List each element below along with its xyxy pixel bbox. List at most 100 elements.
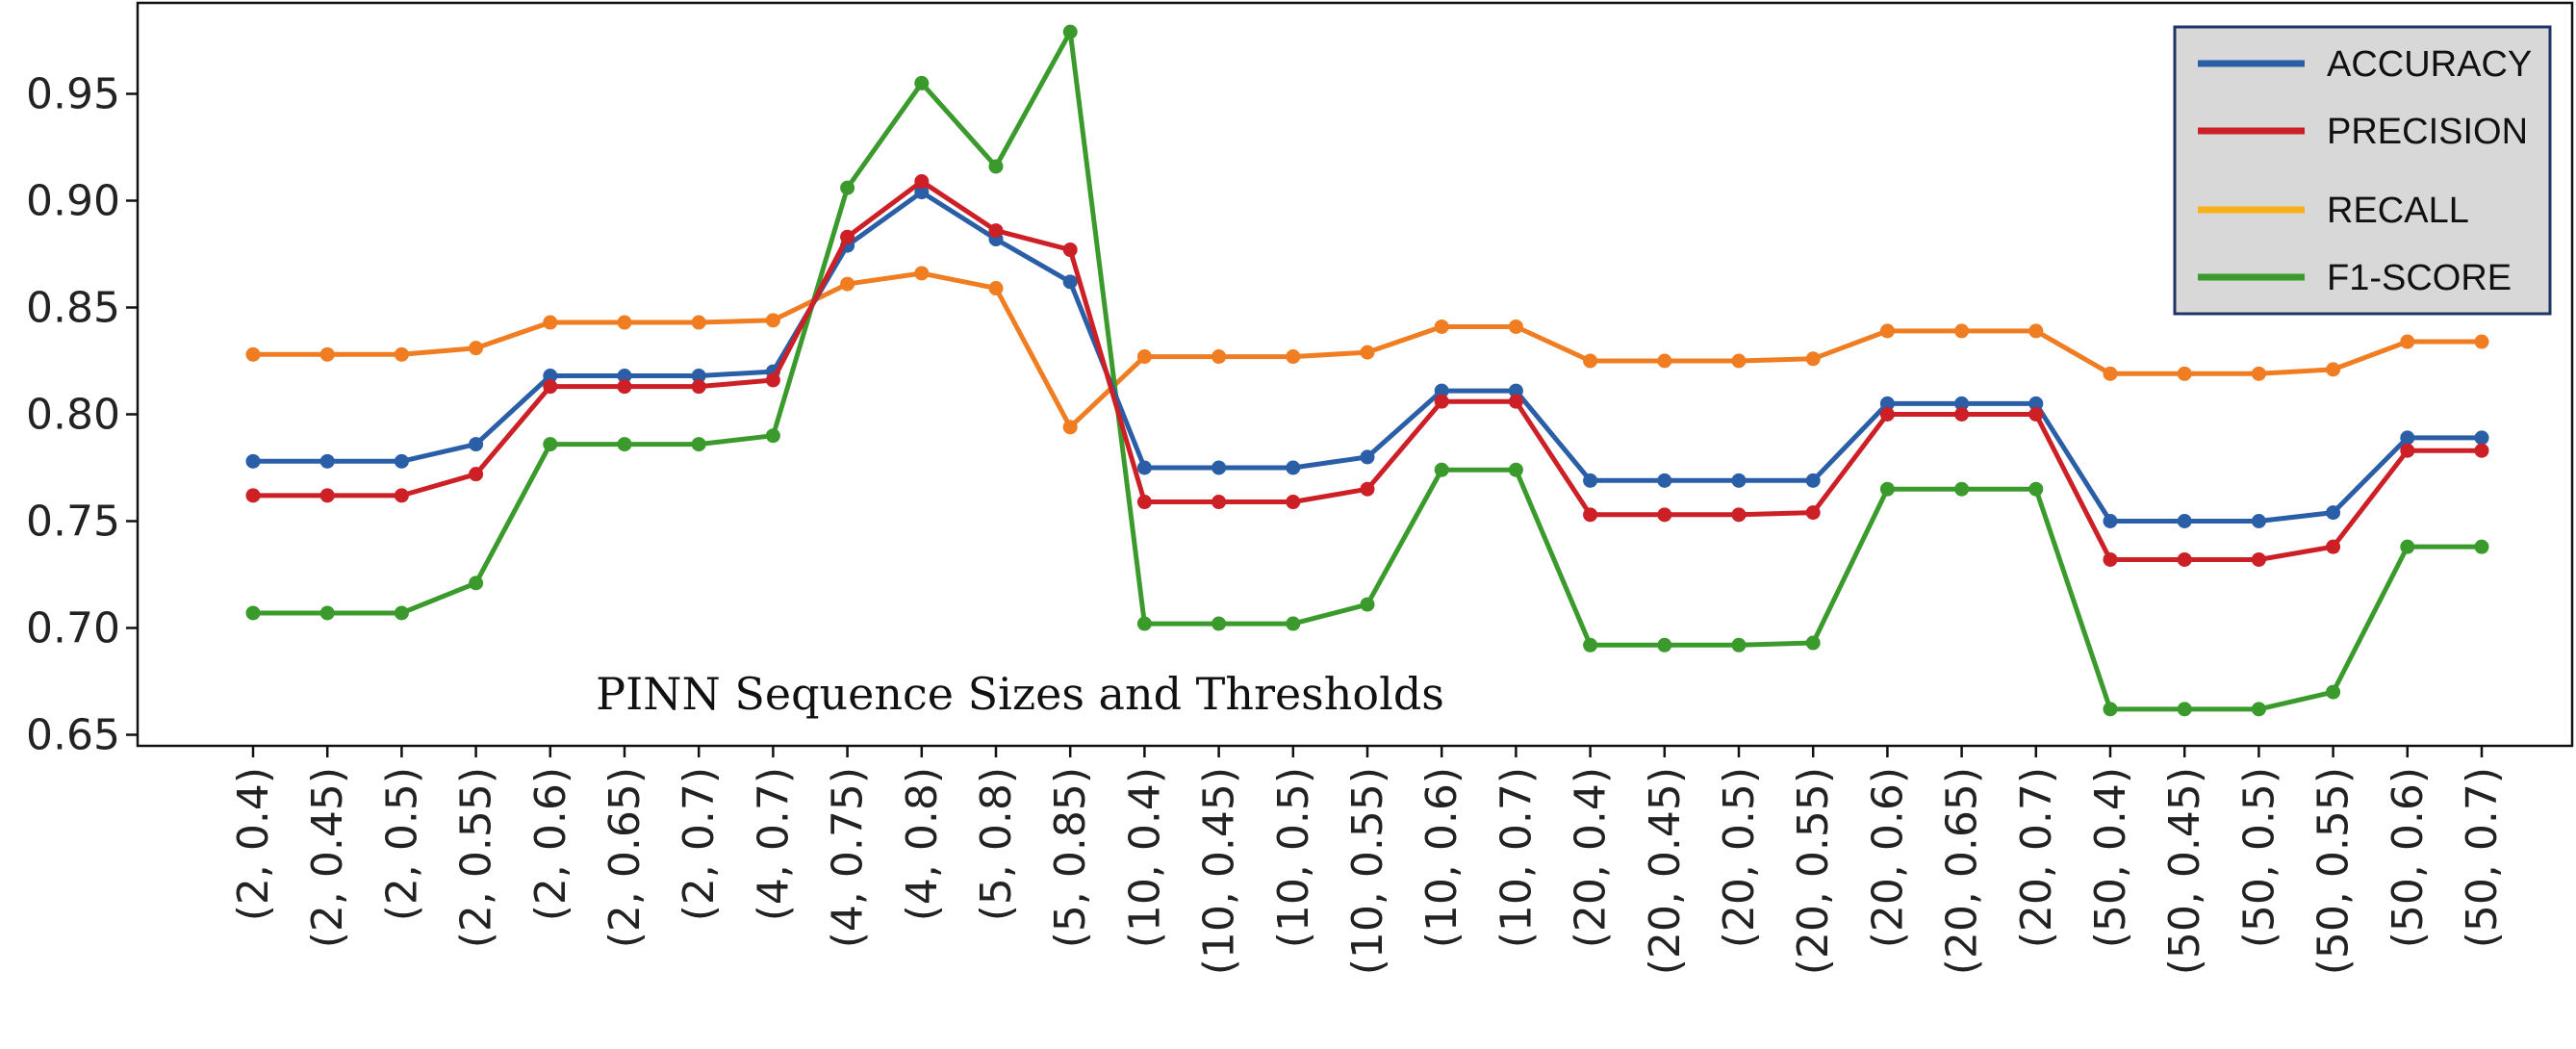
data-point: [2251, 514, 2266, 528]
data-point: [1211, 349, 1227, 365]
data-point: [1805, 505, 1821, 521]
data-point: [617, 437, 632, 452]
data-point: [1583, 507, 1598, 523]
data-point: [2326, 539, 2341, 554]
data-point: [543, 369, 558, 384]
data-point: [1657, 353, 1672, 369]
data-point: [2400, 443, 2415, 458]
data-point: [2028, 323, 2044, 339]
data-point: [1731, 637, 1747, 652]
data-point: [914, 174, 930, 190]
data-point: [1136, 495, 1152, 510]
data-point: [2177, 551, 2192, 567]
x-tick-label: (50, 0.6): [2384, 767, 2433, 948]
data-point: [2474, 334, 2489, 349]
data-point: [1954, 407, 1970, 422]
data-point: [1657, 507, 1672, 523]
data-point: [840, 276, 855, 292]
data-point: [2103, 514, 2118, 528]
data-point: [245, 346, 261, 362]
data-point: [1508, 394, 1523, 409]
data-point: [1508, 383, 1523, 398]
x-tick-label: (20, 0.6): [1863, 767, 1912, 948]
data-point: [691, 369, 706, 384]
data-point: [1434, 462, 1449, 477]
data-point: [2177, 702, 2192, 717]
data-point: [1954, 481, 1970, 497]
data-point: [1136, 349, 1152, 365]
data-point: [1879, 323, 1895, 339]
data-point: [1360, 449, 1375, 465]
series-layer: [245, 24, 2489, 717]
data-point: [543, 315, 558, 330]
data-point: [2400, 334, 2415, 349]
data-point: [914, 185, 930, 200]
data-point: [1286, 460, 1301, 475]
x-tick-label: (20, 0.7): [2012, 767, 2061, 948]
data-point: [469, 341, 484, 356]
data-point: [1879, 396, 1895, 411]
data-point: [2028, 407, 2044, 422]
x-tick-label: (20, 0.4): [1567, 767, 1616, 948]
data-point: [469, 467, 484, 482]
data-point: [617, 379, 632, 395]
y-tick-label: 0.75: [26, 498, 120, 547]
data-point: [1360, 345, 1375, 360]
data-point: [394, 453, 409, 469]
x-tick-label: (2, 0.5): [377, 767, 426, 921]
data-point: [2103, 366, 2118, 381]
legend-label: RECALL: [2327, 191, 2469, 231]
data-point: [1954, 396, 1970, 411]
data-point: [319, 605, 335, 621]
x-tick-label: (2, 0.4): [229, 767, 278, 921]
data-point: [394, 488, 409, 503]
data-point: [691, 379, 706, 395]
y-tick-label: 0.70: [26, 604, 120, 653]
data-point: [2251, 702, 2266, 717]
x-axis: (2, 0.4) (2, 0.45) (2, 0.5) (2, 0.55) (2, 0.…: [229, 746, 2507, 975]
data-point: [1434, 383, 1449, 398]
data-point: [1434, 319, 1449, 334]
data-point: [765, 313, 780, 328]
data-point: [1805, 635, 1821, 651]
x-tick-label: (4, 0.75): [824, 767, 873, 948]
data-point: [1211, 616, 1227, 631]
series-precision: [245, 174, 2489, 567]
data-point: [319, 346, 335, 362]
data-point: [1062, 24, 1078, 39]
data-point: [2251, 366, 2266, 381]
data-point: [319, 453, 335, 469]
x-tick-label: (2, 0.55): [452, 767, 501, 948]
data-point: [1731, 507, 1747, 523]
data-point: [245, 453, 261, 469]
data-point: [469, 437, 484, 452]
data-point: [988, 159, 1004, 174]
data-point: [914, 75, 930, 90]
data-point: [617, 315, 632, 330]
data-point: [691, 437, 706, 452]
data-point: [2326, 684, 2341, 700]
data-point: [2474, 443, 2489, 458]
data-point: [914, 266, 930, 281]
data-point: [469, 576, 484, 591]
data-point: [1434, 394, 1449, 409]
y-axis: 0.65 0.70 0.75 0.80 0.85 0.90 0.95: [26, 70, 138, 760]
data-point: [2326, 362, 2341, 377]
x-tick-label: (50, 0.5): [2234, 767, 2283, 948]
data-point: [1062, 243, 1078, 258]
data-point: [2103, 702, 2118, 717]
data-point: [2177, 514, 2192, 528]
legend: ACCURACY PRECISION RECALL F1-SCORE: [2173, 25, 2552, 316]
data-point: [1211, 460, 1227, 475]
data-point: [1062, 274, 1078, 290]
y-tick-label: 0.90: [26, 177, 120, 226]
x-tick-label: (10, 0.45): [1195, 767, 1244, 975]
data-point: [1583, 637, 1598, 652]
y-tick-label: 0.65: [26, 711, 120, 760]
data-point: [2251, 551, 2266, 567]
x-tick-label: (4, 0.7): [749, 767, 798, 921]
data-point: [1657, 637, 1672, 652]
data-point: [1360, 481, 1375, 497]
data-point: [1879, 407, 1895, 422]
data-point: [1360, 597, 1375, 612]
